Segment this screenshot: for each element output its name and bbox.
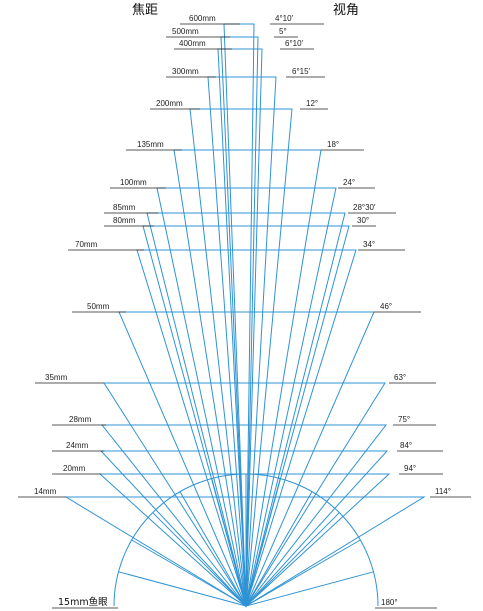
focal-length-label: 80mm [113,216,136,225]
view-angle-label: 18° [327,140,339,149]
focal-length-label: 70mm [75,240,98,249]
view-angle-label: 5° [279,27,287,36]
view-angle-label: 28°30′ [353,203,376,212]
view-cone-35mm [103,382,386,607]
focal-length-label: 100mm [120,178,147,187]
fisheye-ray [245,512,340,607]
view-cone-600mm [223,23,255,607]
focal-length-label: 50mm [87,302,110,311]
focal-length-label: 200mm [156,99,183,108]
fisheye-focal-label: 15mm鱼眼 [58,596,108,608]
view-angle-label: 24° [343,178,355,187]
view-cone-20mm [98,473,391,607]
focal-length-label: 500mm [172,27,199,36]
view-angle-label: 6°10′ [285,39,304,48]
view-cone-85mm [146,212,346,607]
focal-length-label: 14mm [34,487,57,496]
fisheye-ray [152,512,247,607]
view-cone-135mm [173,149,322,607]
view-cone-80mm [142,225,350,608]
focal-length-header: 焦距 [132,3,158,18]
view-cone-200mm [189,108,293,607]
view-angle-label: 4°10′ [275,14,294,23]
view-cone-50mm [118,311,375,608]
view-cone-500mm [220,36,259,607]
view-angle-label: 84° [400,441,412,450]
fisheye-ray [179,491,247,607]
focal-length-label: 28mm [69,415,92,424]
view-cone-24mm [99,450,389,607]
view-angle-label: 63° [394,373,406,382]
focal-length-label: 300mm [172,67,199,76]
view-angle-label: 75° [398,415,410,424]
view-cone-300mm [207,76,277,607]
focal-length-label: 600mm [189,14,216,23]
focal-length-label: 135mm [137,140,164,149]
view-cone-400mm [217,48,263,607]
view-angle-label: 94° [404,464,416,473]
fisheye-ray [245,571,374,607]
view-cone-28mm [100,424,388,607]
view-angle-label: 30° [357,216,369,225]
view-angle-label: 114° [435,487,451,496]
focal-length-label: 20mm [63,464,86,473]
view-angle-label: 46° [380,302,392,311]
focal-length-label: 400mm [179,39,206,48]
fisheye-ray [118,571,247,607]
fisheye-angle-label: 180° [381,598,398,607]
view-angle-label: 12° [306,99,318,108]
cone-group [64,23,426,608]
view-angle-label: 34° [363,240,375,249]
focal-length-label: 24mm [66,441,89,450]
fisheye-ray [245,491,313,607]
view-cone-14mm [64,496,426,607]
view-cone-70mm [136,249,357,608]
view-cone-100mm [156,187,337,607]
view-angle-label: 6°15′ [292,67,311,76]
view-angle-header: 视角 [333,3,359,18]
focal-length-label: 85mm [113,203,136,212]
label-group: 600mm 4°10′ 500mm 5° 400mm 6°10′ 300mm 6°15′ 200… [18,14,471,498]
focal-length-label: 35mm [45,373,68,382]
fisheye-ray [245,539,361,607]
